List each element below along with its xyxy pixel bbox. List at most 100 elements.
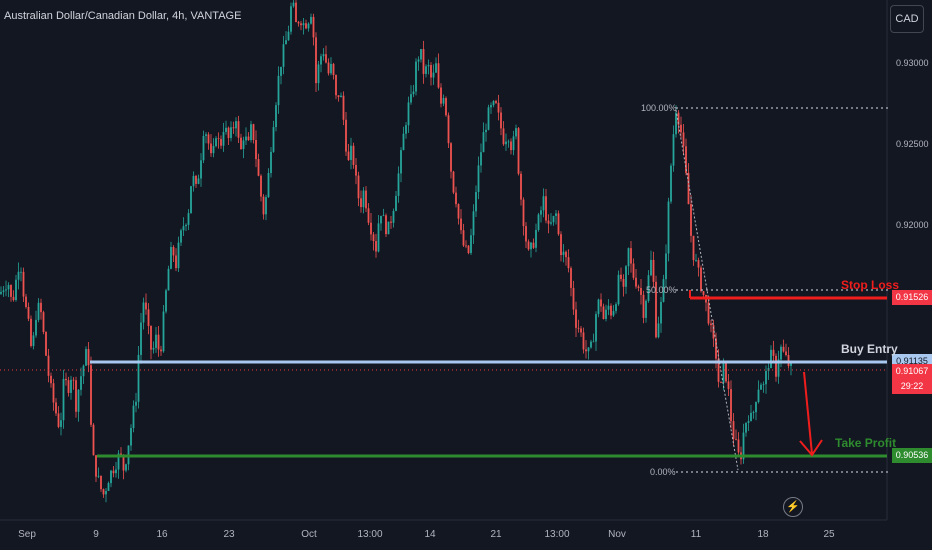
candle-body: [620, 274, 622, 279]
candle-body: [632, 263, 635, 278]
candle-body: [552, 215, 555, 223]
candle-body: [112, 470, 115, 474]
candle-body: [535, 229, 537, 248]
candle-body: [380, 215, 382, 224]
candle-body: [62, 378, 65, 421]
candle-body: [365, 190, 367, 209]
candle-body: [437, 63, 440, 88]
candle-body: [252, 124, 255, 140]
candle-body: [665, 253, 667, 280]
candle-body: [555, 213, 557, 216]
candle-body: [500, 112, 502, 129]
candle-body: [390, 221, 392, 223]
candle-body: [507, 141, 510, 143]
candle-body: [250, 124, 252, 141]
candle-body: [280, 66, 282, 76]
candle-body: [645, 300, 647, 318]
candle-body: [400, 150, 402, 174]
candle-body: [332, 63, 335, 76]
candle-body: [767, 368, 770, 371]
candle-body: [160, 349, 162, 352]
candle-body: [210, 143, 212, 154]
candle-body: [17, 271, 20, 280]
candle-body: [640, 288, 642, 295]
candle-body: [447, 115, 450, 144]
candle-body: [527, 241, 530, 250]
candle-body: [747, 420, 750, 423]
candle-body: [165, 290, 167, 312]
candle-body: [370, 222, 372, 235]
candle-body: [685, 146, 687, 173]
candle-body: [232, 127, 235, 129]
candle-body: [110, 470, 112, 484]
candle-body: [367, 208, 370, 223]
candle-body: [92, 424, 95, 456]
candle-body: [392, 210, 395, 223]
candle-body: [267, 173, 270, 198]
x-tick-label: 16: [156, 529, 168, 540]
currency-button[interactable]: CAD: [890, 5, 924, 33]
candle-body: [455, 192, 457, 205]
candle-body: [260, 175, 262, 197]
candle-body: [162, 311, 165, 352]
x-tick-label: Sep: [18, 529, 36, 540]
candle-body: [720, 381, 722, 383]
candle-body: [525, 226, 527, 242]
candle-body: [330, 63, 332, 74]
fib-0-label: 0.00%: [650, 467, 676, 477]
candle-body: [327, 62, 330, 74]
candle-body: [0, 291, 2, 294]
candle-body: [2, 290, 5, 292]
y-tick-label: 0.93000: [896, 58, 929, 68]
candle-body: [95, 455, 97, 477]
candle-body: [637, 286, 640, 289]
candle-body: [65, 378, 67, 381]
current-price-tag: 0.91067: [892, 364, 932, 379]
candle-body: [420, 49, 422, 60]
candle-body: [725, 360, 727, 382]
candle-body: [37, 302, 40, 320]
candle-body: [417, 59, 420, 62]
candle-body: [362, 190, 365, 208]
candle-body: [692, 235, 695, 261]
candle-body: [647, 275, 650, 301]
candle-body: [730, 389, 732, 422]
candle-body: [650, 259, 652, 276]
candle-body: [522, 199, 525, 227]
candle-body: [585, 349, 587, 352]
candle-body: [192, 175, 195, 187]
candle-body: [142, 302, 145, 323]
candle-body: [75, 380, 77, 412]
y-tick-label: 0.92500: [896, 139, 929, 149]
candle-body: [630, 248, 632, 264]
candle-body: [422, 49, 425, 74]
candle-body: [615, 304, 617, 312]
candle-body: [502, 128, 505, 145]
candle-body: [477, 165, 480, 192]
candle-body: [625, 266, 627, 287]
candle-body: [635, 277, 637, 287]
candle-body: [675, 112, 677, 135]
candle-body: [560, 234, 562, 256]
candle-body: [85, 349, 87, 366]
stop-loss-price-tag: 0.91526: [892, 290, 932, 305]
lightning-icon[interactable]: ⚡: [783, 497, 803, 517]
candle-body: [530, 242, 532, 250]
candle-body: [132, 405, 135, 429]
candle-body: [137, 354, 140, 402]
candle-body: [202, 135, 205, 161]
candle-body: [342, 95, 345, 120]
stop-loss-label: Stop Loss: [841, 278, 900, 292]
candle-body: [687, 172, 690, 205]
x-tick-label: Nov: [608, 529, 626, 540]
candle-body: [642, 294, 645, 318]
candle-body: [325, 54, 327, 63]
candle-body: [187, 213, 190, 225]
candle-body: [102, 489, 105, 495]
candle-body: [702, 291, 705, 295]
candle-body: [35, 319, 37, 336]
candle-body: [722, 360, 725, 383]
candle-body: [480, 152, 482, 166]
candle-body: [710, 323, 712, 326]
